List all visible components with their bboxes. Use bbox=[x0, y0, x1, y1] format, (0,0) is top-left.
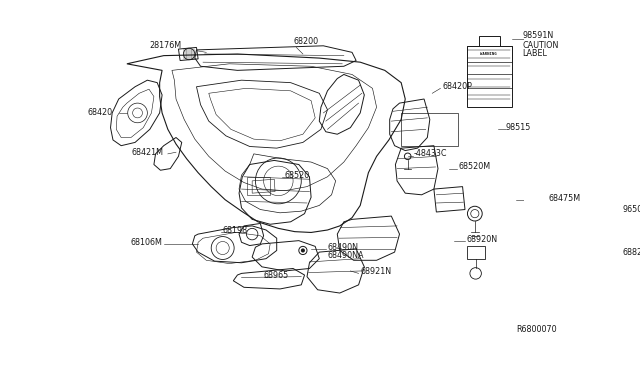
Text: 68520M: 68520M bbox=[458, 163, 491, 171]
Text: 68921N: 68921N bbox=[360, 267, 391, 276]
Text: 28176M: 28176M bbox=[150, 41, 182, 50]
Text: 68825: 68825 bbox=[622, 248, 640, 257]
Text: 68106M: 68106M bbox=[130, 238, 162, 247]
Text: 68920N: 68920N bbox=[467, 234, 498, 244]
Text: 68420: 68420 bbox=[88, 108, 113, 118]
Text: 98515: 98515 bbox=[506, 123, 531, 132]
Text: 68475M: 68475M bbox=[548, 193, 580, 203]
Text: 68965: 68965 bbox=[264, 270, 289, 279]
Text: 68420P: 68420P bbox=[442, 82, 472, 91]
Text: 98591N: 98591N bbox=[522, 32, 554, 41]
Text: 96501: 96501 bbox=[622, 205, 640, 214]
Text: R6800070: R6800070 bbox=[516, 324, 556, 334]
Text: CAUTION: CAUTION bbox=[522, 41, 559, 50]
Text: WARNING: WARNING bbox=[481, 52, 497, 56]
Text: 68520: 68520 bbox=[285, 171, 310, 180]
Text: 68490N: 68490N bbox=[328, 243, 358, 252]
Text: 68198: 68198 bbox=[223, 226, 248, 235]
Text: LABEL: LABEL bbox=[522, 49, 547, 58]
Text: 68490NA: 68490NA bbox=[328, 251, 364, 260]
Text: 68200: 68200 bbox=[293, 37, 318, 46]
Text: 68421M: 68421M bbox=[132, 148, 164, 157]
Circle shape bbox=[301, 248, 305, 253]
Text: -48433C: -48433C bbox=[413, 150, 447, 158]
